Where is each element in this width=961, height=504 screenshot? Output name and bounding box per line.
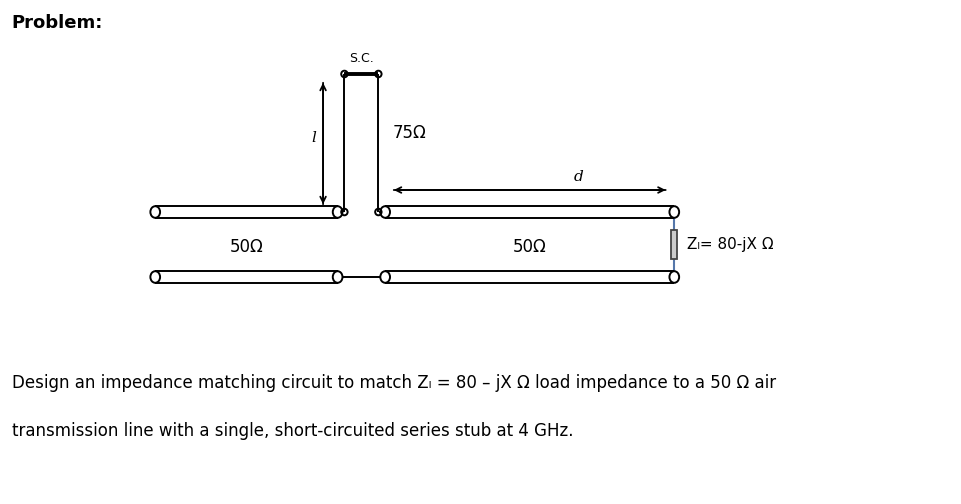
Ellipse shape [670,206,679,218]
Ellipse shape [150,271,160,283]
Text: 50Ω: 50Ω [230,237,263,256]
Text: Zₗ= 80-jX Ω: Zₗ= 80-jX Ω [687,237,774,252]
Ellipse shape [150,206,160,218]
Text: Problem:: Problem: [12,14,103,32]
Bar [671,230,678,259]
Text: 75Ω: 75Ω [392,124,426,142]
Ellipse shape [333,271,342,283]
Ellipse shape [333,206,342,218]
Text: 50Ω: 50Ω [513,237,547,256]
Text: d: d [574,170,583,184]
Text: S.C.: S.C. [349,52,374,65]
Ellipse shape [381,271,390,283]
Text: Design an impedance matching circuit to match Zₗ = 80 – jX Ω load impedance to a: Design an impedance matching circuit to … [12,374,776,392]
Text: l: l [311,131,316,145]
Ellipse shape [381,206,390,218]
Text: transmission line with a single, short-circuited series stub at 4 GHz.: transmission line with a single, short-c… [12,422,573,440]
Ellipse shape [670,271,679,283]
